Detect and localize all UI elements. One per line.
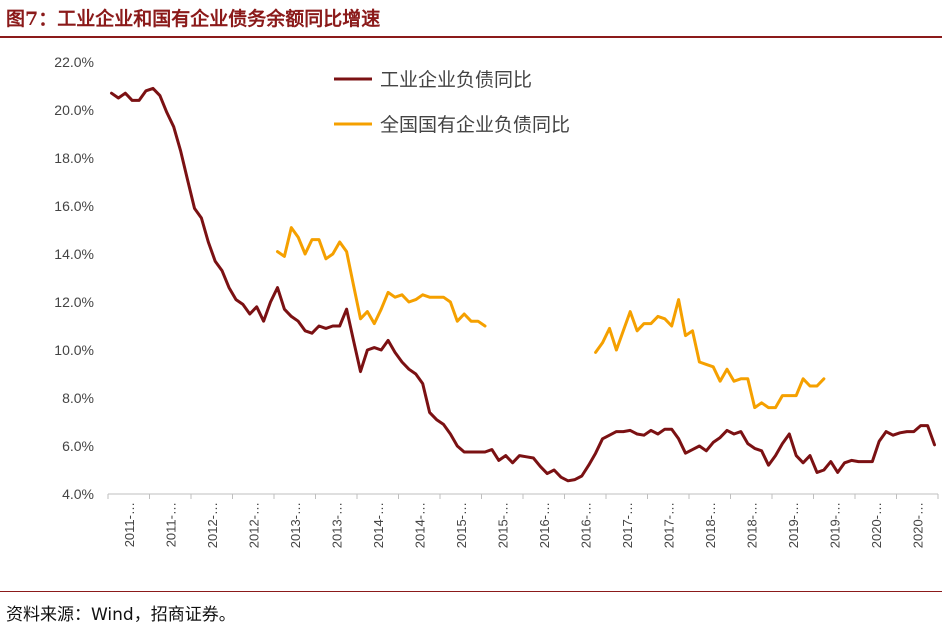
- y-axis: 4.0% 6.0% 8.0% 10.0% 12.0% 14.0% 16.0% 18.0% 20.…: [54, 54, 94, 502]
- chart-svg: 4.0% 6.0% 8.0% 10.0% 12.0% 14.0% 16.0% 18.0% 20.…: [54, 54, 939, 548]
- y-tick-label: 10.0%: [54, 342, 94, 358]
- series-line-soe: [594, 298, 826, 410]
- x-tick-label: 2015-…: [495, 502, 510, 548]
- y-tick-label: 6.0%: [62, 438, 94, 454]
- legend-label-soe: 全国国有企业负债同比: [380, 114, 570, 136]
- x-tick-label: 2015-…: [454, 502, 469, 548]
- x-tick-label: 2012-…: [205, 502, 220, 548]
- series-layer: [110, 86, 936, 483]
- y-tick-label: 22.0%: [54, 54, 94, 70]
- series-line-soe: [276, 226, 487, 328]
- x-tick-label: 2011-…: [122, 502, 137, 547]
- y-tick-label: 8.0%: [62, 390, 94, 406]
- x-axis: 2011-… 2011-… 2012-… 2012-… 2013-… 2013-… 2014…: [107, 493, 939, 548]
- x-tick-label: 2013-…: [329, 502, 344, 548]
- x-tick-label: 2014-…: [371, 502, 386, 548]
- x-tick-label: 2019-…: [786, 502, 801, 548]
- y-tick-label: 12.0%: [54, 294, 94, 310]
- y-tick-label: 14.0%: [54, 246, 94, 262]
- y-tick-label: 16.0%: [54, 198, 94, 214]
- legend-label-industrial: 工业企业负债同比: [380, 69, 532, 91]
- title-bar: 图7：工业企业和国有企业债务余额同比增速: [0, 0, 942, 36]
- x-tick-label: 2016-…: [537, 502, 552, 548]
- series-line-industrial: [110, 86, 936, 483]
- source-note: 资料来源：Wind，招商证券。: [6, 605, 236, 625]
- footer-divider: [0, 591, 942, 592]
- x-tick-label: 2018-…: [703, 502, 718, 548]
- x-tick-label: 2011-…: [163, 502, 178, 547]
- x-tick-label: 2016-…: [578, 502, 593, 548]
- x-tick-label: 2020-…: [910, 502, 925, 548]
- x-tick-label: 2017-…: [620, 502, 635, 548]
- x-tick-label: 2013-…: [288, 502, 303, 548]
- x-tick-label: 2020-…: [869, 502, 884, 548]
- x-tick-label: 2019-…: [827, 502, 842, 548]
- x-tick-label: 2018-…: [744, 502, 759, 548]
- x-tick-label: 2014-…: [412, 502, 427, 548]
- y-tick-label: 4.0%: [62, 486, 94, 502]
- x-tick-label: 2017-…: [661, 502, 676, 548]
- x-tick-label: 2012-…: [246, 502, 261, 548]
- title-divider: [0, 36, 942, 38]
- y-tick-label: 18.0%: [54, 150, 94, 166]
- page-title: 图7：工业企业和国有企业债务余额同比增速: [6, 8, 381, 30]
- y-tick-label: 20.0%: [54, 102, 94, 118]
